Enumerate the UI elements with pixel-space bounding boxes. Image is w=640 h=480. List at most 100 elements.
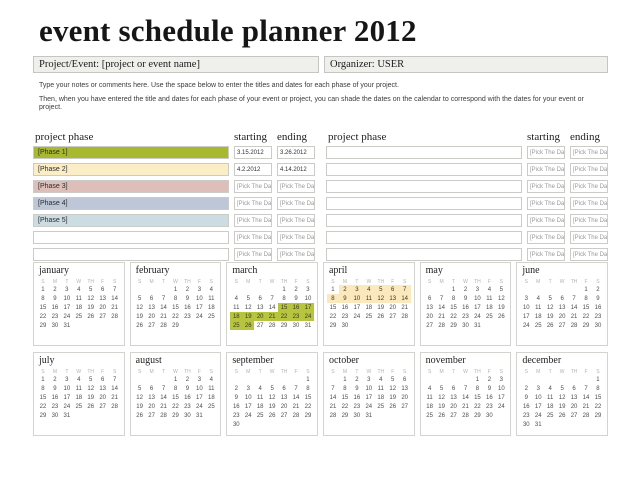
- calendar-day-cell[interactable]: 8: [173, 295, 178, 302]
- phase-name-cell[interactable]: [Phase 1]: [33, 146, 229, 159]
- calendar-day-cell[interactable]: 10: [474, 295, 481, 302]
- calendar-day-cell[interactable]: 28: [582, 412, 590, 419]
- calendar-day-cell[interactable]: 11: [257, 394, 264, 401]
- calendar-day-cell[interactable]: 4: [209, 376, 214, 383]
- calendar-day-cell[interactable]: 14: [160, 394, 167, 401]
- calendar-day-cell[interactable]: 27: [426, 322, 433, 329]
- ending-date-cell[interactable]: 3.26.2012: [277, 146, 315, 159]
- calendar-day-cell[interactable]: 30: [51, 322, 59, 329]
- calendar-day-cell[interactable]: 16: [341, 304, 349, 311]
- calendar-day-cell[interactable]: 3: [475, 286, 480, 293]
- calendar-day-cell[interactable]: 29: [39, 322, 47, 329]
- calendar-day-cell[interactable]: 13: [280, 394, 288, 401]
- calendar-day-cell[interactable]: 21: [570, 313, 578, 320]
- calendar-day-cell[interactable]: 15: [172, 304, 179, 311]
- calendar-day-cell[interactable]: 2: [338, 285, 351, 294]
- calendar-day-cell[interactable]: 18: [75, 304, 83, 311]
- calendar-day-cell[interactable]: 20: [99, 394, 106, 401]
- calendar-day-cell[interactable]: 15: [474, 394, 481, 401]
- calendar-day-cell[interactable]: 12: [136, 304, 143, 311]
- calendar-day-cell[interactable]: 23: [51, 313, 59, 320]
- calendar-day-cell[interactable]: 7: [398, 285, 411, 294]
- calendar-day-cell[interactable]: 19: [136, 313, 143, 320]
- calendar-day-cell[interactable]: 24: [353, 313, 361, 320]
- calendar-day-cell[interactable]: 13: [386, 294, 399, 303]
- calendar-day-cell[interactable]: 19: [136, 403, 143, 410]
- phase-name-cell[interactable]: [Phase 5]: [33, 214, 229, 227]
- starting-date-cell[interactable]: [Pick The Date]: [234, 214, 272, 227]
- calendar-day-cell[interactable]: 16: [486, 394, 493, 401]
- calendar-day-cell[interactable]: 25: [377, 403, 385, 410]
- calendar-day-cell[interactable]: 22: [278, 312, 291, 321]
- calendar-day-cell[interactable]: 25: [230, 321, 243, 330]
- calendar-day-cell[interactable]: 3: [246, 385, 250, 392]
- calendar-day-cell[interactable]: 28: [462, 412, 469, 419]
- calendar-day-cell[interactable]: 4: [77, 286, 81, 293]
- calendar-day-cell[interactable]: 2: [524, 385, 528, 392]
- calendar-day-cell[interactable]: 19: [242, 312, 255, 321]
- calendar-day-cell[interactable]: 17: [63, 394, 71, 401]
- calendar-day-cell[interactable]: 9: [185, 385, 190, 392]
- calendar-day-cell[interactable]: 29: [582, 322, 590, 329]
- calendar-day-cell[interactable]: 19: [87, 304, 95, 311]
- calendar-day-cell[interactable]: 24: [244, 412, 252, 419]
- calendar-day-cell[interactable]: 21: [160, 403, 167, 410]
- calendar-day-cell[interactable]: 16: [522, 403, 530, 410]
- calendar-day-cell[interactable]: 28: [401, 313, 409, 320]
- calendar-day-cell[interactable]: 3: [350, 285, 363, 294]
- calendar-day-cell[interactable]: 10: [498, 385, 505, 392]
- calendar-day-cell[interactable]: 9: [355, 385, 359, 392]
- calendar-day-cell[interactable]: 28: [570, 322, 578, 329]
- calendar-day-cell[interactable]: 26: [558, 412, 566, 419]
- calendar-day-cell[interactable]: 11: [535, 304, 542, 311]
- starting-date-cell[interactable]: [Pick The Date]: [234, 248, 272, 261]
- calendar-day-cell[interactable]: 20: [389, 304, 397, 311]
- calendar-day-cell[interactable]: 7: [572, 295, 576, 302]
- calendar-day-cell[interactable]: 9: [185, 295, 190, 302]
- calendar-day-cell[interactable]: 11: [362, 294, 375, 303]
- calendar-day-cell[interactable]: 15: [450, 304, 457, 311]
- calendar-day-cell[interactable]: 7: [161, 385, 166, 392]
- calendar-day-cell[interactable]: 23: [522, 412, 530, 419]
- calendar-day-cell[interactable]: 27: [148, 412, 155, 419]
- starting-date-cell[interactable]: [Pick The Date]: [527, 231, 565, 244]
- ending-date-cell[interactable]: [Pick The Date]: [570, 163, 608, 176]
- calendar-day-cell[interactable]: 28: [268, 322, 276, 329]
- calendar-day-cell[interactable]: 1: [475, 376, 480, 383]
- calendar-day-cell[interactable]: 9: [53, 385, 57, 392]
- calendar-day-cell[interactable]: 3: [499, 376, 504, 383]
- calendar-day-cell[interactable]: 15: [341, 394, 349, 401]
- calendar-day-cell[interactable]: 13: [148, 394, 155, 401]
- calendar-day-cell[interactable]: 3: [65, 286, 69, 293]
- calendar-day-cell[interactable]: 6: [282, 385, 286, 392]
- calendar-day-cell[interactable]: 30: [462, 322, 469, 329]
- calendar-day-cell[interactable]: 27: [148, 322, 155, 329]
- phase-name-cell[interactable]: [326, 214, 522, 227]
- calendar-day-cell[interactable]: 14: [570, 304, 578, 311]
- calendar-day-cell[interactable]: 14: [160, 304, 167, 311]
- organizer-field[interactable]: Organizer: USER: [324, 56, 608, 73]
- calendar-day-cell[interactable]: 4: [209, 286, 214, 293]
- calendar-day-cell[interactable]: 17: [244, 403, 252, 410]
- calendar-day-cell[interactable]: 2: [234, 385, 238, 392]
- calendar-day-cell[interactable]: 8: [41, 385, 45, 392]
- calendar-day-cell[interactable]: 24: [474, 313, 481, 320]
- calendar-day-cell[interactable]: 18: [377, 394, 385, 401]
- calendar-day-cell[interactable]: 29: [172, 412, 179, 419]
- calendar-day-cell[interactable]: 12: [389, 385, 397, 392]
- calendar-day-cell[interactable]: 24: [63, 313, 71, 320]
- calendar-day-cell[interactable]: 6: [560, 295, 564, 302]
- calendar-day-cell[interactable]: 20: [148, 403, 155, 410]
- calendar-day-cell[interactable]: 29: [329, 322, 337, 329]
- calendar-day-cell[interactable]: 6: [386, 285, 399, 294]
- calendar-day-cell[interactable]: 24: [63, 403, 71, 410]
- calendar-day-cell[interactable]: 20: [99, 304, 106, 311]
- calendar-day-cell[interactable]: 14: [111, 295, 118, 302]
- calendar-day-cell[interactable]: 6: [149, 295, 154, 302]
- phase-name-cell[interactable]: [Phase 3]: [33, 180, 229, 193]
- calendar-day-cell[interactable]: 23: [232, 412, 240, 419]
- calendar-day-cell[interactable]: 17: [353, 304, 361, 311]
- calendar-day-cell[interactable]: 6: [100, 376, 105, 383]
- calendar-day-cell[interactable]: 10: [196, 295, 203, 302]
- calendar-day-cell[interactable]: 19: [87, 394, 95, 401]
